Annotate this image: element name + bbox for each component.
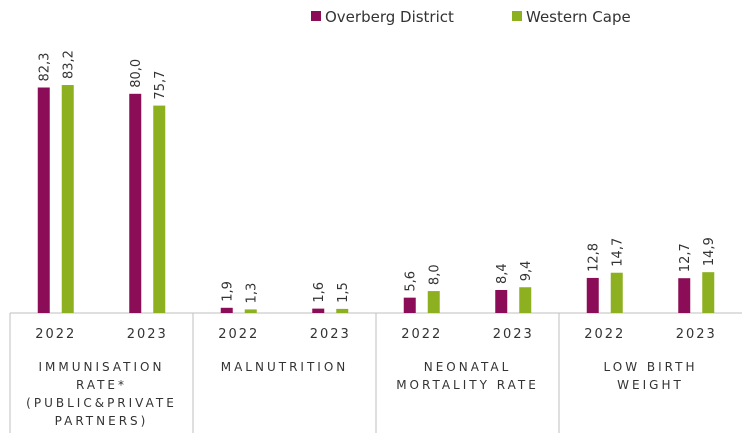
bar [702, 272, 715, 313]
group-label: PARTNERS) [55, 414, 149, 428]
group-label: LOW BIRTH [604, 360, 698, 374]
bar [519, 287, 532, 313]
value-label: 75,7 [153, 71, 168, 100]
legend-label: Overberg District [325, 8, 454, 26]
bar [427, 291, 440, 313]
value-label: 1,6 [312, 282, 327, 303]
value-label: 14,7 [611, 238, 626, 267]
bar [129, 93, 142, 313]
value-label: 5,6 [404, 271, 419, 292]
x-tick-label: 2022 [35, 327, 76, 342]
bar [153, 105, 166, 313]
value-label: 9,4 [519, 261, 534, 282]
bar [37, 87, 50, 313]
bar [336, 308, 349, 313]
x-tick-label: 2023 [676, 327, 717, 342]
value-label: 1,9 [221, 281, 236, 302]
legend-swatch [512, 11, 522, 21]
x-tick-label: 2022 [584, 327, 625, 342]
value-label: 8,4 [495, 263, 510, 284]
bar [244, 309, 257, 313]
legend-swatch [311, 11, 321, 21]
x-tick-label: 2023 [310, 327, 351, 342]
value-label: 1,3 [245, 283, 260, 304]
x-tick-label: 2022 [401, 327, 442, 342]
bar [312, 308, 325, 313]
bar [220, 307, 233, 313]
x-tick-label: 2023 [493, 327, 534, 342]
value-label: 80,0 [129, 59, 144, 88]
value-label: 82,3 [38, 53, 53, 82]
value-label: 83,2 [62, 50, 77, 79]
group-label: MALNUTRITION [221, 360, 349, 374]
group-label: IMMUNISATION [39, 360, 165, 374]
bar [403, 297, 416, 313]
group-label: (PUBLIC&PRIVATE [26, 396, 177, 410]
group-label: WEIGHT [617, 378, 684, 392]
bar [610, 272, 623, 313]
x-tick-label: 2022 [218, 327, 259, 342]
bar [61, 85, 74, 313]
bar [678, 278, 691, 313]
value-label: 14,9 [702, 237, 717, 266]
bar [586, 277, 599, 313]
group-label: NEONATAL [424, 360, 512, 374]
value-label: 12,7 [678, 243, 693, 272]
value-label: 8,0 [428, 264, 443, 285]
group-label: MORTALITY RATE [396, 378, 539, 392]
legend-label: Western Cape [526, 8, 631, 26]
group-label: RATE* [76, 378, 127, 392]
x-tick-label: 2023 [127, 327, 168, 342]
value-label: 12,8 [587, 243, 602, 272]
value-label: 1,5 [336, 282, 351, 303]
bar [495, 289, 508, 313]
